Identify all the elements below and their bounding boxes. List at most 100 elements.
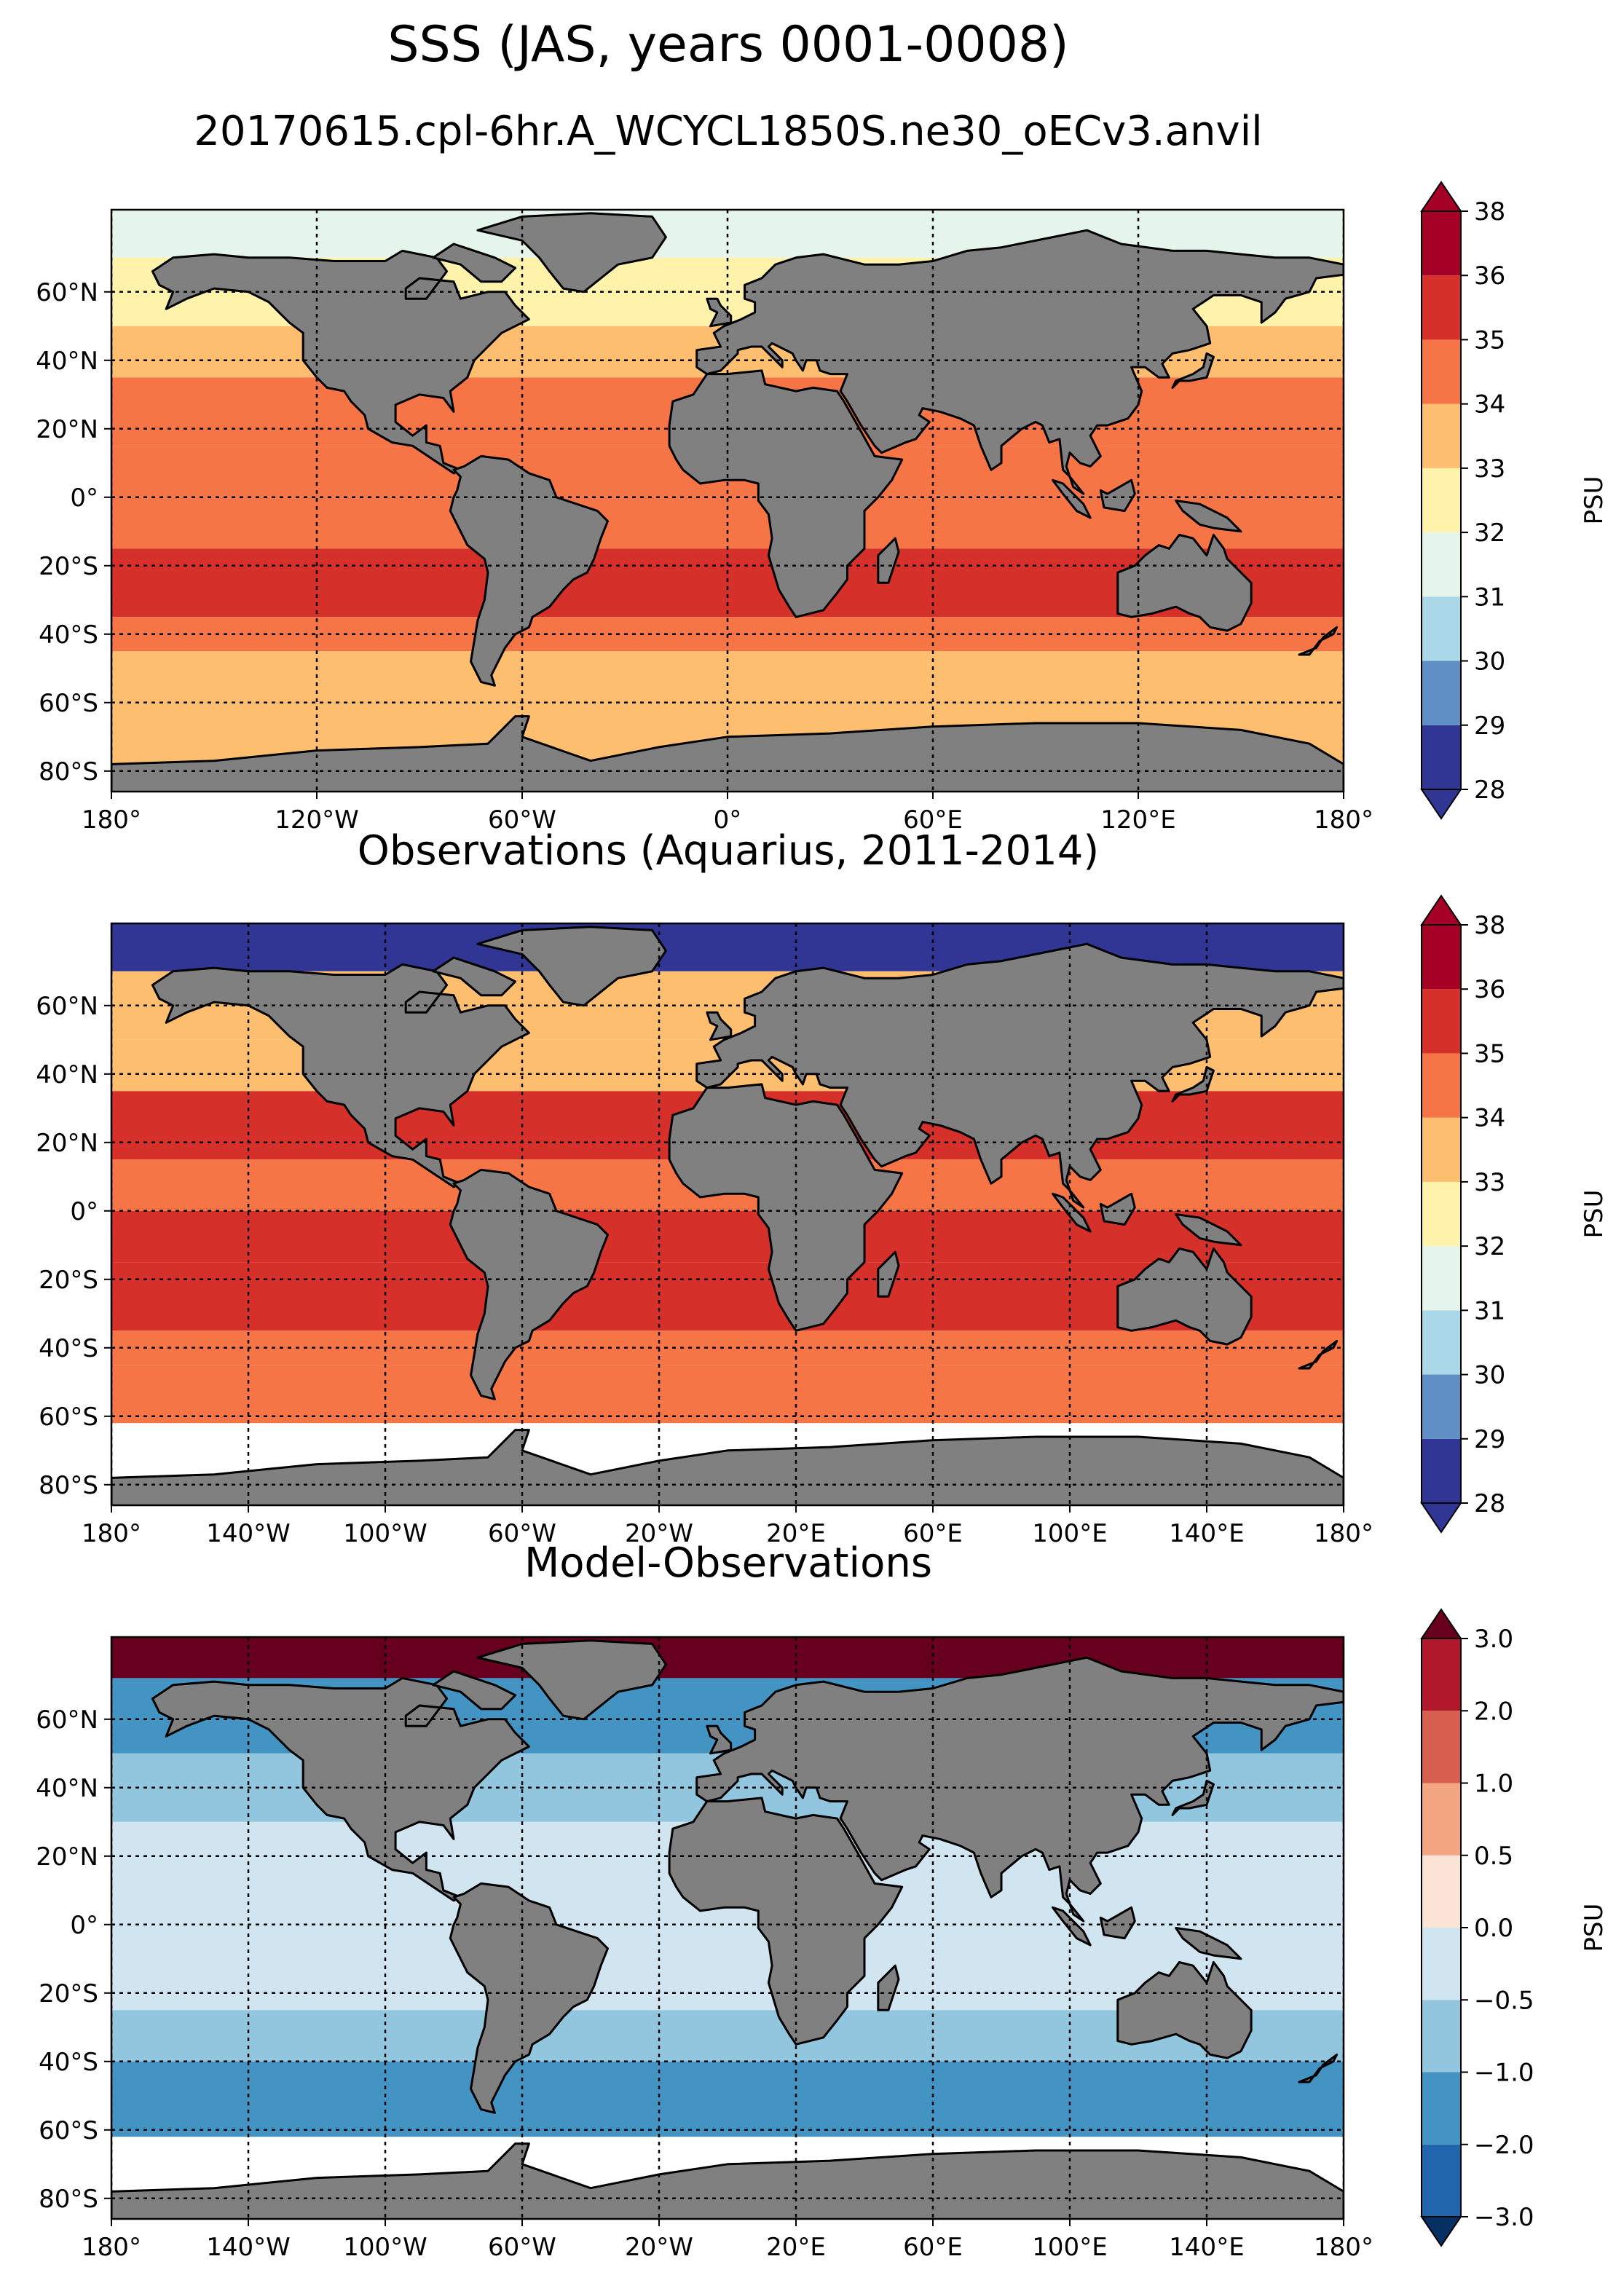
ytick-label: 40°N bbox=[36, 347, 98, 376]
xtick-label: 20°E bbox=[766, 2233, 826, 2262]
xtick-label: 20°W bbox=[625, 2233, 693, 2262]
colorbar-segment bbox=[1422, 275, 1461, 340]
xtick-label: 60°W bbox=[488, 1519, 556, 1548]
colorbar-segment bbox=[1422, 1783, 1461, 1856]
land-eurasia bbox=[695, 942, 1344, 1209]
ytick-label: 60°S bbox=[39, 2116, 98, 2145]
ytick-label: 0° bbox=[70, 484, 98, 513]
xtick-label: 100°W bbox=[343, 1519, 427, 1548]
land-madagascar bbox=[877, 1250, 900, 1298]
xtick-label: 60°W bbox=[488, 2233, 556, 2262]
colorbar-segment bbox=[1422, 989, 1461, 1054]
colorbar-segment bbox=[1422, 2144, 1461, 2217]
ytick-label: 40°N bbox=[36, 1060, 98, 1089]
land-madagascar bbox=[877, 537, 900, 584]
colorbar-3: −3.0 −2.0 −1.0 −0.5 0.0 0.5 1.0 2.0 3.0 PSU bbox=[1420, 1608, 1609, 2247]
colorbar-tick-label: −1.0 bbox=[1474, 2059, 1534, 2088]
ytick-label: 20°N bbox=[36, 1129, 98, 1158]
colorbar-segment bbox=[1422, 468, 1461, 533]
ytick-label: 60°N bbox=[36, 992, 98, 1021]
land-antarctica bbox=[111, 715, 1344, 792]
xtick-label: 180° bbox=[82, 1519, 141, 1548]
ytick-label: 80°S bbox=[39, 2185, 98, 2214]
land-greenland bbox=[476, 926, 667, 1007]
colorbar-extend-high bbox=[1420, 1608, 1462, 1639]
land-africa bbox=[668, 1083, 904, 1332]
xtick-label: 20°E bbox=[766, 1519, 826, 1548]
land-north-america bbox=[151, 249, 530, 475]
xtick-label: 60°E bbox=[903, 805, 963, 835]
colorbar-segment bbox=[1422, 1374, 1461, 1439]
panel-2-title: Observations (Aquarius, 2011-2014) bbox=[357, 827, 1100, 875]
ytick-label: 80°S bbox=[39, 1471, 98, 1500]
xtick-label: 120°E bbox=[1100, 805, 1175, 835]
land-australia bbox=[1116, 1247, 1253, 1346]
colorbar-label: PSU bbox=[1580, 1904, 1609, 1952]
colorbar-segment bbox=[1422, 339, 1461, 404]
ytick-label: 20°N bbox=[36, 415, 98, 444]
land-antarctica bbox=[111, 1429, 1344, 1505]
colorbar-tick-label: 0.5 bbox=[1474, 1842, 1513, 1871]
ytick-label: 0° bbox=[70, 1197, 98, 1226]
map-panel-1: 60°N 40°N 20°N 0° 20°S 40°S 60°S 80°S 180° 120°W 6… bbox=[36, 208, 1373, 835]
land-borneo bbox=[1099, 1192, 1136, 1226]
colorbar-extend-high bbox=[1420, 181, 1462, 212]
xtick-label: 180° bbox=[1314, 1519, 1373, 1548]
colorbar-tick-label: 33 bbox=[1474, 1168, 1505, 1197]
colorbar-extend-low bbox=[1420, 789, 1462, 820]
figure-title: SSS (JAS, years 0001-0008) bbox=[387, 16, 1069, 74]
land-britain bbox=[706, 297, 733, 328]
xtick-label: 100°E bbox=[1032, 2233, 1107, 2262]
colorbar-label: PSU bbox=[1580, 1190, 1609, 1239]
colorbar-tick-label: 28 bbox=[1474, 1489, 1505, 1518]
colorbar-tick-label: 29 bbox=[1474, 711, 1505, 741]
xtick-label: 180° bbox=[82, 2233, 141, 2262]
ytick-label: 40°N bbox=[36, 1774, 98, 1803]
colorbar-tick-label: 34 bbox=[1474, 390, 1505, 419]
colorbar-tick-label: 36 bbox=[1474, 975, 1505, 1004]
colorbar-segment bbox=[1422, 211, 1461, 276]
colorbar-tick-label: 34 bbox=[1474, 1104, 1505, 1133]
colorbar-segment bbox=[1422, 2000, 1461, 2073]
land-new-guinea bbox=[1175, 1927, 1242, 1960]
colorbar-label: PSU bbox=[1580, 476, 1609, 525]
colorbar-tick-label: −2.0 bbox=[1474, 2131, 1534, 2160]
colorbar-tick-label: 29 bbox=[1474, 1425, 1505, 1454]
colorbar-tick-label: 2.0 bbox=[1474, 1697, 1513, 1726]
colorbar-tick-label: 38 bbox=[1474, 197, 1505, 226]
colorbar-tick-label: 33 bbox=[1474, 454, 1505, 484]
ocean-band-9 bbox=[111, 1365, 1344, 1424]
land-sumatra bbox=[1052, 1192, 1092, 1233]
map-frame bbox=[110, 922, 1345, 1507]
colorbar-tick-label: −3.0 bbox=[1474, 2203, 1534, 2232]
colorbar-tick-label: 36 bbox=[1474, 261, 1505, 291]
land-africa bbox=[668, 369, 904, 618]
ytick-label: 20°N bbox=[36, 1842, 98, 1872]
land-australia bbox=[1116, 534, 1253, 632]
ocean-band-1 bbox=[111, 1637, 1344, 1679]
colorbar-segment bbox=[1422, 1438, 1461, 1503]
colorbar-tick-label: 32 bbox=[1474, 1232, 1505, 1261]
xtick-label: 60°E bbox=[903, 2233, 963, 2262]
colorbar-segment bbox=[1422, 1639, 1461, 1711]
ocean-band-6 bbox=[111, 1210, 1344, 1263]
colorbar-tick-label: 31 bbox=[1474, 583, 1505, 612]
land-new-zealand bbox=[1298, 1339, 1339, 1370]
colorbar-extend-high bbox=[1420, 894, 1462, 926]
xtick-label: 100°E bbox=[1032, 1519, 1107, 1548]
colorbar-segment bbox=[1422, 1928, 1461, 2000]
land-madagascar bbox=[877, 1964, 900, 2011]
land-new-guinea bbox=[1175, 1213, 1242, 1247]
land-greenland bbox=[476, 212, 667, 293]
land-baffin bbox=[432, 243, 517, 283]
land-baffin bbox=[432, 956, 517, 997]
panel-3-title: Model-Observations bbox=[524, 1539, 933, 1587]
colorbar-segment bbox=[1422, 925, 1461, 990]
land-britain bbox=[706, 1011, 733, 1041]
land-japan bbox=[1171, 352, 1215, 389]
land-eurasia bbox=[695, 229, 1344, 495]
ytick-label: 40°S bbox=[39, 2048, 98, 2077]
land-new-zealand bbox=[1298, 2053, 1339, 2083]
land-borneo bbox=[1099, 1906, 1136, 1940]
ytick-label: 80°S bbox=[39, 757, 98, 786]
